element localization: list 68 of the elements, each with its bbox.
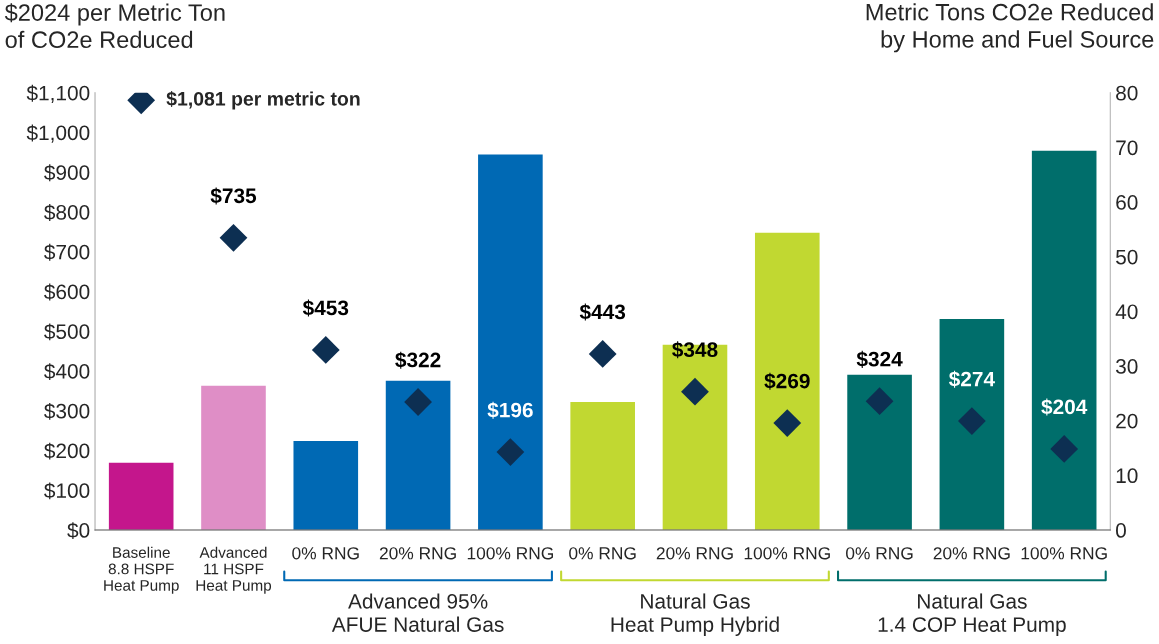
point [311,336,340,364]
x-tick-label: 100% RNG [1021,547,1107,560]
y-tick-label: $200 [44,442,90,460]
y2-tick-label: 20 [1116,413,1138,429]
x-tick-label: Advanced 11 HSPF Heat Pump [196,546,272,594]
y2-tick-label: 40 [1115,304,1138,320]
bar [108,462,174,531]
y-tick-label: $1,000 [26,124,90,143]
data-label: $348 [672,341,718,359]
text: Natural Gas 1.4 COP Heat Pump [878,593,1066,637]
point [1050,435,1079,463]
point [404,388,432,416]
bar [385,380,451,531]
point [957,407,986,435]
bar [201,385,266,531]
y2-tick-label: 50 [1116,249,1138,265]
y2-tick-label: 30 [1115,359,1138,374]
bar [1031,150,1097,531]
point [588,340,617,368]
x-tick-label: Baseline 8.8 HSPF Heat Pump [104,546,179,594]
annotation: $1,081 per metric ton [166,91,360,110]
y-axis-title: $2024 per Metric Ton of CO2e Reduced [4,3,225,49]
point [219,223,248,252]
text: Advanced 95% AFUE Natural Gas [331,593,504,632]
x-tick-label: 100% RNG [467,547,553,560]
x-tick-label: 20% RNG [656,547,733,560]
y-tick-label: $1,100 [26,84,90,103]
data-label: $443 [579,303,626,321]
data-label: $269 [764,372,810,390]
data-label: $204 [1041,398,1088,416]
y-tick-label: $800 [44,204,90,221]
y2-axis-title: Metric Tons CO2e Reduced by Home and Fuel Source [866,3,1154,53]
x-tick-label: 0% RNG [569,547,636,560]
y2-tick-label: 80 [1116,85,1138,101]
y-tick-label: $500 [44,323,90,341]
point [681,377,709,406]
point [865,387,894,416]
data-label: $196 [487,401,533,419]
bar [293,440,359,531]
data-label: $735 [210,187,257,205]
bar [754,232,820,531]
y2-tick-label: 60 [1116,195,1138,210]
bar [570,402,635,531]
y2-tick-label: 0 [1116,523,1126,538]
y-tick-label: $400 [44,363,90,380]
data-label: $322 [395,351,441,369]
data-label: $324 [856,350,903,368]
data-label: $274 [948,370,995,388]
y-tick-label: $300 [44,402,90,420]
y2-tick-label: 70 [1116,140,1138,156]
text: Natural Gas Heat Pump Hybrid [611,593,779,637]
bar [847,374,912,531]
y-tick-label: $900 [44,164,90,182]
bar [939,319,1005,531]
point [773,409,802,437]
y2-tick-label: 10 [1116,468,1138,484]
y-tick-label: $600 [44,283,90,301]
x-tick-label: 20% RNG [379,547,456,560]
x-tick-label: 0% RNG [846,547,913,560]
x-tick-label: 20% RNG [933,547,1010,560]
bar [478,154,543,531]
x-tick-label: 100% RNG [744,547,830,560]
point [496,438,525,466]
y-tick-label: $100 [44,482,90,500]
y-tick-label: $700 [44,243,90,261]
x-tick-label: 0% RNG [292,547,359,560]
y-tick-label: $0 [67,522,90,540]
data-label: $453 [302,299,349,317]
